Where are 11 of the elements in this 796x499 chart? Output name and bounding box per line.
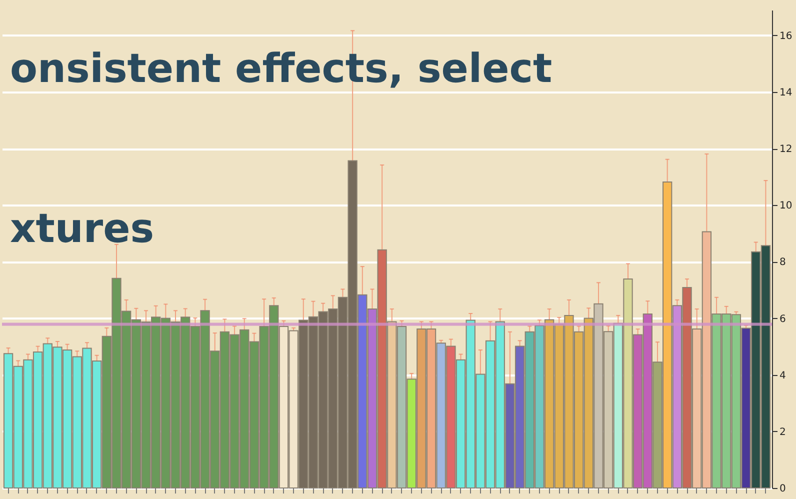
y-tick-label: 10 [780, 200, 792, 212]
y-tick-label: 6 [780, 314, 786, 325]
y-tick-label: 14 [780, 88, 792, 99]
annotation: xtures [10, 206, 154, 252]
y-tick-label: 4 [780, 370, 786, 382]
annotation: onsistent effects, select [10, 46, 552, 92]
y-tick-label: 2 [780, 426, 786, 438]
y-tick-label: 12 [780, 144, 792, 156]
y-tick-label: 16 [780, 30, 792, 42]
y-tick-label: 8 [780, 257, 786, 268]
y-tick-label: 0 [780, 484, 786, 494]
